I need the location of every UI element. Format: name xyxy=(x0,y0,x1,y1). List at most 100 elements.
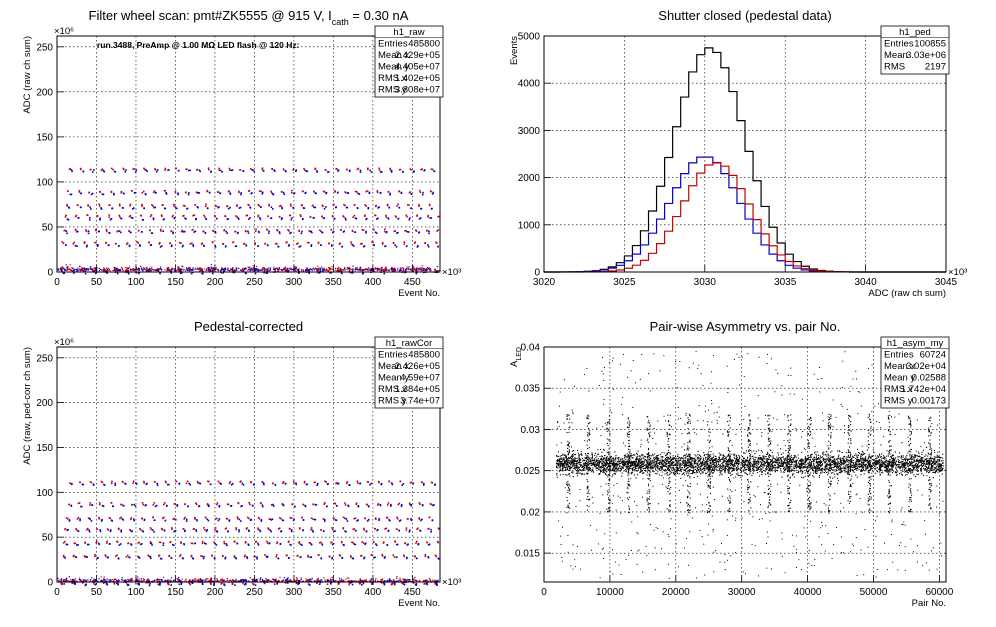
data-point xyxy=(91,504,93,506)
data-point xyxy=(330,578,331,579)
histogram-series xyxy=(544,48,946,272)
data-point xyxy=(101,519,103,521)
data-point xyxy=(224,229,226,231)
data-point xyxy=(911,461,912,462)
data-point xyxy=(427,542,429,544)
data-point xyxy=(178,170,180,172)
data-point xyxy=(365,205,367,207)
data-point xyxy=(399,578,400,579)
data-point xyxy=(805,449,806,450)
data-point xyxy=(321,216,323,218)
data-point xyxy=(420,217,422,219)
data-point xyxy=(183,528,185,530)
x-axis-label: ADC (raw ch sum) xyxy=(868,288,946,299)
data-point xyxy=(309,269,310,270)
data-point xyxy=(415,584,417,586)
data-point xyxy=(406,245,408,247)
data-point xyxy=(413,579,415,581)
data-point xyxy=(106,270,107,271)
data-point xyxy=(396,556,398,558)
data-point xyxy=(363,542,365,544)
data-point xyxy=(188,268,189,269)
data-point xyxy=(300,216,302,218)
y-axis-label: ADC (raw, ped-corr ch sum) xyxy=(22,347,33,465)
data-point xyxy=(159,579,160,580)
data-point xyxy=(229,207,231,209)
data-point xyxy=(268,528,270,530)
data-point xyxy=(191,242,193,244)
data-point xyxy=(222,555,224,557)
data-point xyxy=(75,229,77,231)
data-point xyxy=(68,268,69,269)
data-point xyxy=(202,269,203,270)
data-point xyxy=(405,579,406,580)
data-point xyxy=(805,467,806,468)
data-point xyxy=(386,266,387,267)
data-point xyxy=(397,218,399,220)
data-point xyxy=(274,170,276,172)
data-point xyxy=(635,459,636,460)
data-point xyxy=(112,579,113,580)
data-point xyxy=(420,192,422,194)
data-point xyxy=(130,232,132,234)
data-point xyxy=(162,580,163,581)
data-point xyxy=(289,580,290,581)
data-point xyxy=(932,472,933,473)
data-point xyxy=(338,483,340,485)
data-point xyxy=(115,555,117,557)
data-point xyxy=(344,518,346,520)
x-tick-label: 3045 xyxy=(935,277,958,288)
data-point xyxy=(374,214,376,216)
data-point xyxy=(142,530,144,532)
data-point xyxy=(153,270,154,271)
data-point xyxy=(313,268,314,269)
data-point xyxy=(66,205,68,207)
data-point xyxy=(194,269,195,270)
data-point xyxy=(906,470,907,471)
chart-title: Shutter closed (pedestal data) xyxy=(658,8,831,23)
data-point xyxy=(139,580,140,581)
data-point xyxy=(119,215,121,217)
data-point xyxy=(616,466,617,467)
data-point xyxy=(164,208,166,210)
data-point xyxy=(882,472,883,473)
data-point xyxy=(314,269,315,270)
data-point xyxy=(262,580,263,581)
data-point xyxy=(430,191,432,193)
data-point xyxy=(335,580,336,581)
data-point xyxy=(396,578,397,579)
data-point xyxy=(762,455,763,456)
data-point xyxy=(212,270,213,271)
data-point xyxy=(268,230,270,232)
data-point xyxy=(83,579,85,581)
data-point xyxy=(565,455,566,456)
data-point xyxy=(77,217,79,219)
data-point xyxy=(881,462,882,463)
data-point xyxy=(223,541,225,543)
data-point xyxy=(71,169,73,171)
data-point xyxy=(393,242,395,244)
data-point xyxy=(291,531,293,533)
data-point xyxy=(227,268,228,269)
data-point xyxy=(570,464,571,465)
data-point xyxy=(245,580,246,581)
data-point xyxy=(115,243,117,245)
data-point xyxy=(156,171,158,173)
data-point xyxy=(271,206,273,208)
data-point xyxy=(312,530,314,532)
data-point xyxy=(281,270,282,271)
data-point xyxy=(154,519,156,521)
data-point xyxy=(859,453,860,454)
data-point xyxy=(111,191,113,193)
data-point xyxy=(382,242,384,244)
data-point xyxy=(219,505,221,507)
data-point xyxy=(700,465,701,466)
data-point xyxy=(103,269,104,270)
data-point xyxy=(337,192,339,194)
data-point xyxy=(324,520,326,522)
data-point xyxy=(393,580,394,581)
data-point xyxy=(91,269,92,270)
data-point xyxy=(131,269,132,270)
data-point xyxy=(220,170,222,172)
data-point xyxy=(426,269,427,270)
